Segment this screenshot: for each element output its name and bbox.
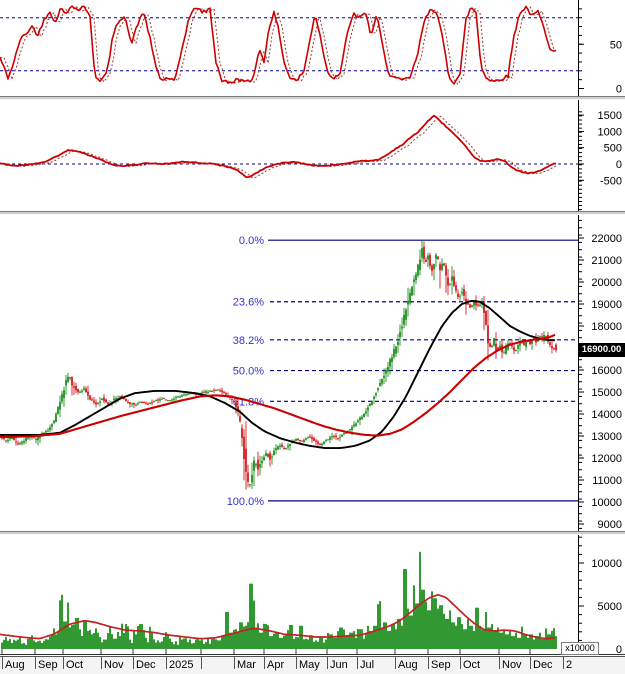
volume-bars xyxy=(1,551,557,649)
panel-splitter[interactable] xyxy=(0,531,625,535)
date-axis-tick xyxy=(395,657,396,669)
fib-level-label: 23.6% xyxy=(233,297,264,309)
date-axis-tick xyxy=(166,657,167,669)
date-axis-label: Aug xyxy=(5,659,25,671)
panel-splitter[interactable] xyxy=(0,211,625,215)
date-axis-label: Oct xyxy=(463,659,481,671)
date-axis[interactable]: Aug Sep Oct Nov Dec 2025 Mar Apr May Jun Jul Aug Sep… xyxy=(0,656,625,674)
axis-tick-label: 10000 xyxy=(591,497,622,509)
date-axis-tick xyxy=(357,657,358,669)
axis-tick-label: 16000 xyxy=(591,365,622,377)
fib-level-label: 100.0% xyxy=(227,496,265,508)
date-axis-label: Nov xyxy=(104,659,124,671)
axis-tick-label: 20000 xyxy=(591,277,622,289)
date-axis-tick xyxy=(327,657,328,669)
date-axis-tick xyxy=(2,657,3,669)
panel-splitter[interactable] xyxy=(0,96,625,100)
axis-tick-label: 15000 xyxy=(591,387,622,399)
axis-tick-label: 11000 xyxy=(592,475,622,487)
date-axis-tick xyxy=(234,657,235,669)
date-axis-label: Jun xyxy=(330,659,348,671)
date-axis-tick xyxy=(35,657,36,669)
momentum-signal-line xyxy=(0,115,557,179)
stochastic-line xyxy=(0,5,557,85)
axis-tick-label: 14000 xyxy=(591,409,622,421)
date-axis-tick xyxy=(264,657,265,669)
date-axis-label: 2025 xyxy=(169,659,194,671)
date-axis-label: Dec xyxy=(533,659,553,671)
last-price-label: 16900.00 xyxy=(578,343,625,358)
fib-level-label: 38.2% xyxy=(233,335,264,347)
axis-tick-label: 9000 xyxy=(598,519,622,531)
date-axis-label: 2 xyxy=(566,659,573,671)
oscillator-panel[interactable]: 50 0 xyxy=(0,0,625,96)
axis-tick-label: 18000 xyxy=(591,321,622,333)
axis-tick-label: 5000 xyxy=(598,601,622,613)
axis-tick-label: 0 xyxy=(616,84,622,96)
axis-tick-label: 21000 xyxy=(591,255,622,267)
date-axis-label: Aug xyxy=(398,659,418,671)
moving-average-black xyxy=(0,300,556,450)
date-axis-tick xyxy=(563,657,564,669)
axis-tick-label: 12000 xyxy=(591,453,622,465)
axis-tick-label: 0 xyxy=(616,644,622,655)
momentum-panel[interactable]: 1500 1000 500 0 -500 xyxy=(0,100,625,211)
date-axis-tick xyxy=(133,657,134,669)
volume-ma-line xyxy=(0,593,556,640)
candles xyxy=(1,239,557,490)
date-axis-label: Nov xyxy=(502,659,522,671)
date-axis-label: Jul xyxy=(360,659,375,671)
date-axis-label: Mar xyxy=(237,659,256,671)
momentum-line xyxy=(0,114,557,179)
axis-tick-label: 10000 xyxy=(591,558,622,570)
date-axis-tick xyxy=(428,657,429,669)
fib-level-label: 50.0% xyxy=(233,366,264,378)
date-axis-label: Sep xyxy=(38,659,58,671)
axis-tick-label: 1000 xyxy=(598,126,622,138)
volume-multiplier-label: x10000 xyxy=(561,642,599,655)
axis-tick-label: -500 xyxy=(600,175,622,187)
date-axis-label: Dec xyxy=(136,659,156,671)
date-axis-label: Oct xyxy=(66,659,84,671)
date-axis-label: Apr xyxy=(267,659,285,671)
date-axis-tick xyxy=(530,657,531,669)
date-axis-tick xyxy=(499,657,500,669)
date-axis-tick xyxy=(296,657,297,669)
date-axis-label: Sep xyxy=(431,659,451,671)
date-axis-tick xyxy=(63,657,64,669)
date-axis-label: May xyxy=(299,659,320,671)
axis-tick-label: 1500 xyxy=(598,110,622,122)
axis-tick-label: 50 xyxy=(610,39,622,51)
axis-tick-label: 0 xyxy=(616,159,622,171)
axis-tick-label: 19000 xyxy=(591,299,622,311)
date-axis-tick xyxy=(101,657,102,669)
date-axis-tick xyxy=(201,657,202,669)
axis-tick-label: 500 xyxy=(604,143,622,155)
fib-level-label: 0.0% xyxy=(239,235,264,247)
axis-tick-label: 13000 xyxy=(591,431,622,443)
date-axis-tick xyxy=(460,657,461,669)
axis-tick-label: 22000 xyxy=(591,233,622,245)
volume-panel[interactable]: 10000 5000 0 xyxy=(0,535,625,655)
price-panel[interactable]: 0.0%23.6%38.2%50.0%61.8%100.0%2200021000… xyxy=(0,215,625,531)
stochastic-signal-line xyxy=(0,6,557,85)
moving-average-red xyxy=(0,333,556,439)
